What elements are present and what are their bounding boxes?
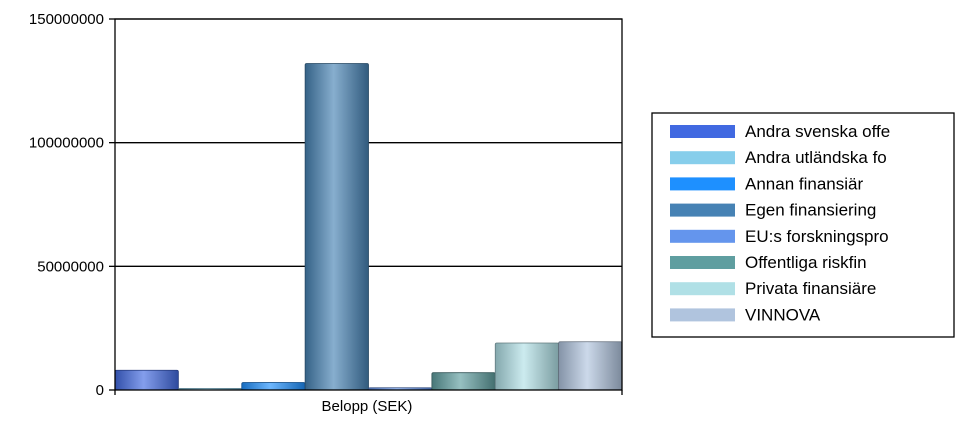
plot-area-border: [114, 18, 623, 391]
legend-label: Offentliga riskfin: [745, 253, 867, 272]
y-tick-label: 150000000: [29, 11, 104, 28]
y-tick-label: 50000000: [37, 258, 104, 275]
bars: [114, 63, 623, 391]
axes: 0 50000000 100000000 150000000: [29, 11, 623, 399]
legend-swatch: [670, 229, 735, 243]
legend-swatch: [670, 203, 735, 217]
legend-label: EU:s forskningspro: [745, 227, 889, 246]
legend-label: Andra svenska offe: [745, 122, 890, 141]
legend-label: VINNOVA: [745, 305, 821, 324]
y-tick-label: 100000000: [29, 135, 104, 152]
bar: [114, 369, 179, 391]
legend-swatch: [670, 256, 735, 269]
bar: [558, 341, 623, 391]
y-tick-label: 0: [96, 382, 104, 399]
legend-label: Egen finansiering: [745, 201, 876, 220]
legend-label: Annan finansiär: [745, 174, 863, 193]
legend-swatch: [670, 177, 735, 191]
bar: [304, 63, 369, 391]
legend: Andra svenska offe Andra utländska fo Anna…: [651, 112, 955, 338]
legend-label: Andra utländska fo: [745, 148, 887, 167]
legend-swatch: [670, 282, 735, 296]
legend-swatch: [670, 308, 735, 322]
legend-box: [651, 112, 955, 338]
legend-label: Privata finansiäre: [745, 279, 876, 298]
bar: [494, 342, 560, 391]
bar: [431, 372, 496, 391]
legend-swatch: [670, 151, 735, 165]
bar: [241, 382, 306, 391]
legend-swatch: [670, 125, 735, 138]
x-axis-label: Belopp (SEK): [322, 398, 413, 415]
